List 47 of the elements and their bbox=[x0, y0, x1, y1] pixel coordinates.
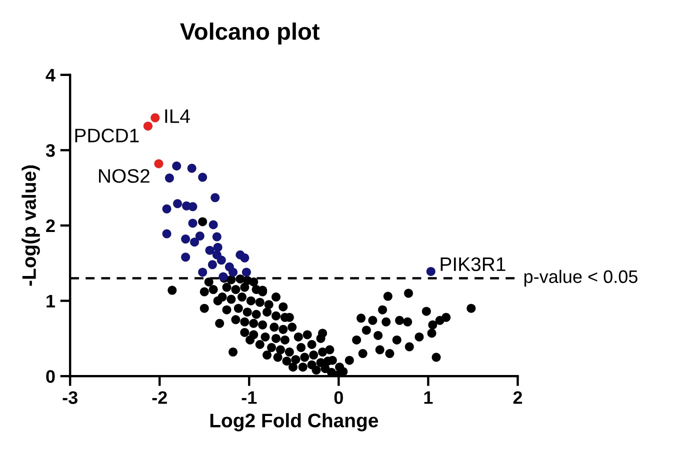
x-tick-label: -1 bbox=[242, 391, 257, 404]
point bbox=[213, 242, 222, 252]
annotation: NOS2 bbox=[99, 169, 150, 183]
point bbox=[240, 253, 250, 262]
point bbox=[172, 162, 182, 170]
ref-line-label: p-value < 0.05 bbox=[524, 270, 638, 287]
y-tick-label: 2 bbox=[46, 219, 55, 232]
point bbox=[205, 246, 214, 255]
chart-title: Volcano plot bbox=[180, 22, 320, 45]
point bbox=[181, 234, 190, 244]
point bbox=[150, 113, 160, 122]
point bbox=[188, 202, 198, 212]
point bbox=[143, 122, 152, 131]
y-tick-label: 1 bbox=[46, 294, 56, 308]
y-tick-label: 4 bbox=[46, 68, 56, 82]
point bbox=[208, 260, 217, 270]
point bbox=[210, 193, 220, 202]
point bbox=[195, 232, 204, 241]
point bbox=[164, 174, 174, 183]
x-tick-label: -3 bbox=[62, 391, 78, 404]
annotation: IL4 bbox=[165, 109, 190, 123]
point bbox=[242, 268, 251, 277]
point bbox=[173, 199, 182, 208]
point bbox=[228, 268, 238, 277]
x-tick-label: 1 bbox=[424, 391, 433, 404]
y-tick-label: 3 bbox=[46, 144, 55, 157]
point bbox=[198, 172, 208, 182]
point bbox=[154, 159, 164, 168]
point bbox=[208, 220, 218, 230]
x-tick-label: 2 bbox=[513, 391, 522, 404]
x-axis-title: Log2 Fold Change bbox=[210, 413, 378, 432]
x-tick-label: -2 bbox=[152, 391, 167, 404]
y-axis-title: -Log(p value) bbox=[22, 165, 40, 286]
point bbox=[190, 238, 200, 247]
point bbox=[216, 256, 226, 265]
point bbox=[162, 204, 172, 214]
point bbox=[187, 164, 196, 173]
y-tick-label: 0 bbox=[46, 370, 55, 383]
annotation: PDCD1 bbox=[75, 128, 139, 142]
annotation: PIK3R1 bbox=[440, 257, 506, 272]
point bbox=[181, 252, 190, 262]
point bbox=[426, 266, 436, 276]
point bbox=[212, 232, 222, 242]
point bbox=[162, 229, 172, 238]
point bbox=[198, 268, 208, 277]
point bbox=[188, 218, 198, 228]
x-tick-label: 0 bbox=[334, 391, 343, 404]
